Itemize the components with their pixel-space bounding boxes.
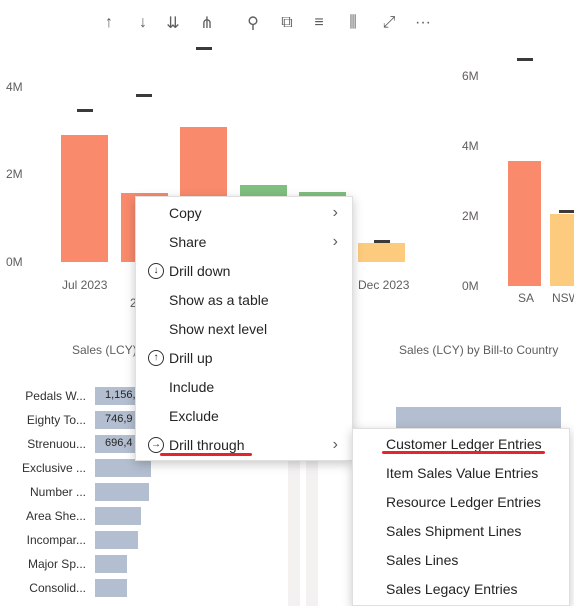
bar[interactable] [396, 407, 561, 432]
expand-hierarchy-icon[interactable]: ⋔ [200, 15, 214, 32]
y-tick: 6M [462, 69, 479, 83]
x-label-jul-2023: Jul 2023 [62, 278, 108, 292]
bar-value: 696,4 [105, 437, 133, 449]
bar-value: 746,9 [105, 413, 133, 425]
context-menu: Copy › Share › ↓ Drill down Show as a ta… [135, 196, 353, 461]
menu-item-exclude[interactable]: Exclude [136, 401, 352, 430]
list-item-bar[interactable] [95, 483, 149, 501]
target-marker [517, 58, 533, 61]
format-icon[interactable]: ⫼ [349, 14, 357, 31]
y-tick: 4M [462, 139, 479, 153]
arrow-up-icon[interactable]: ↑ [105, 14, 113, 31]
menu-item-label: Drill up [169, 349, 213, 366]
bar-nsw[interactable] [550, 214, 574, 286]
list-item-label: Major Sp... [27, 557, 86, 571]
bar-value: 1,156,2 [105, 389, 142, 401]
list-item-label: Consolid... [29, 581, 86, 595]
visual-header-toolbar: ↑ ↓ ⇊ ⋔ ⚲ ⧉ ≡ ⫼ ⤢ ··· [96, 8, 446, 38]
menu-item-show-next-level[interactable]: Show next level [136, 314, 352, 343]
menu-item-show-as-table[interactable]: Show as a table [136, 285, 352, 314]
drill-through-highlight [160, 453, 252, 456]
drill-up-icon: ↑ [148, 349, 164, 366]
bar-sa[interactable] [508, 161, 541, 286]
menu-item-label: Include [169, 378, 215, 395]
submenu-item-customer-ledger-entries[interactable]: Customer Ledger Entries [353, 429, 569, 458]
submenu-item-label: Item Sales Value Entries [386, 464, 539, 481]
menu-item-drill-down[interactable]: ↓ Drill down [136, 256, 352, 285]
list-item-label: Eighty To... [26, 413, 86, 427]
x-label-dec-2023: Dec 2023 [358, 278, 410, 292]
target-marker [77, 109, 93, 112]
y-tick: 2M [6, 167, 23, 181]
y-tick: 4M [6, 80, 23, 94]
menu-item-label: Drill through [169, 436, 245, 453]
drill-down-icon: ↓ [148, 262, 164, 279]
submenu-item-label: Customer Ledger Entries [386, 435, 542, 452]
x-label-partial: 2 [130, 296, 137, 310]
more-options-icon[interactable]: ··· [415, 14, 431, 31]
x-label-nsw: NSW [552, 291, 574, 305]
y-tick: 0M [462, 279, 479, 293]
list-item-bar[interactable] [95, 507, 141, 525]
menu-item-copy[interactable]: Copy › [136, 198, 352, 227]
pin-icon[interactable]: ⚲ [247, 15, 259, 32]
double-arrow-down-icon[interactable]: ⇊ [166, 15, 180, 32]
menu-item-drill-up[interactable]: ↑ Drill up [136, 343, 352, 372]
list-item-bar[interactable] [95, 555, 127, 573]
chart-caption-left: Sales (LCY) [72, 343, 137, 357]
list-item-label: Incompar... [26, 533, 86, 547]
list-item-label: Area She... [25, 509, 86, 523]
submenu-item-label: Sales Lines [386, 551, 459, 568]
bar-jul-2023[interactable] [61, 135, 108, 262]
submenu-item-sales-shipment-lines[interactable]: Sales Shipment Lines [353, 516, 569, 545]
chevron-right-icon: › [332, 203, 338, 221]
target-marker [559, 210, 574, 213]
submenu-item-label: Sales Legacy Entries [386, 580, 518, 597]
list-item-bar[interactable]: 696,4 [95, 435, 135, 453]
menu-item-share[interactable]: Share › [136, 227, 352, 256]
bar-dec-2023[interactable] [358, 243, 405, 262]
drill-through-icon: → [148, 436, 164, 453]
menu-item-label: Share [169, 233, 207, 250]
arrow-down-icon[interactable]: ↓ [139, 14, 147, 31]
submenu-item-label: Resource Ledger Entries [386, 493, 541, 510]
list-item-label: Pedals W... [25, 389, 86, 403]
submenu-item-item-sales-value-entries[interactable]: Item Sales Value Entries [353, 458, 569, 487]
submenu-item-sales-lines[interactable]: Sales Lines [353, 545, 569, 574]
list-item-bar[interactable]: 746,9 [95, 411, 137, 429]
chevron-right-icon: › [332, 232, 338, 250]
list-item-label: Exclusive ... [21, 461, 86, 475]
list-item-bar[interactable] [95, 459, 151, 477]
list-item-bar[interactable] [95, 531, 138, 549]
drill-through-submenu: Customer Ledger Entries Item Sales Value… [352, 428, 570, 606]
list-item-label: Strenuou... [27, 437, 86, 451]
menu-item-label: Show next level [169, 320, 268, 337]
submenu-item-sales-legacy-entries[interactable]: Sales Legacy Entries [353, 574, 569, 603]
focus-mode-icon[interactable]: ⤢ [382, 14, 396, 31]
y-tick: 2M [462, 209, 479, 223]
menu-item-label: Show as a table [169, 291, 269, 308]
target-marker [374, 240, 390, 243]
submenu-item-resource-ledger-entries[interactable]: Resource Ledger Entries [353, 487, 569, 516]
chevron-right-icon: › [332, 435, 338, 453]
chart-caption-right: Sales (LCY) by Bill-to Country [399, 343, 559, 357]
copy-visual-icon[interactable]: ⧉ [281, 14, 293, 31]
menu-item-drill-through[interactable]: → Drill through › [136, 430, 352, 459]
list-item-bar[interactable] [95, 579, 127, 597]
x-label-sa: SA [518, 291, 535, 305]
y-tick: 0M [6, 255, 23, 269]
menu-item-label: Drill down [169, 262, 231, 279]
menu-item-label: Copy [169, 204, 202, 221]
customer-ledger-highlight [382, 451, 545, 454]
target-marker [196, 47, 212, 50]
menu-item-include[interactable]: Include [136, 372, 352, 401]
list-item-label: Number ... [29, 485, 86, 499]
menu-item-label: Exclude [169, 407, 219, 424]
submenu-item-label: Sales Shipment Lines [386, 522, 522, 539]
target-marker [136, 94, 152, 97]
filter-icon[interactable]: ≡ [314, 14, 324, 31]
